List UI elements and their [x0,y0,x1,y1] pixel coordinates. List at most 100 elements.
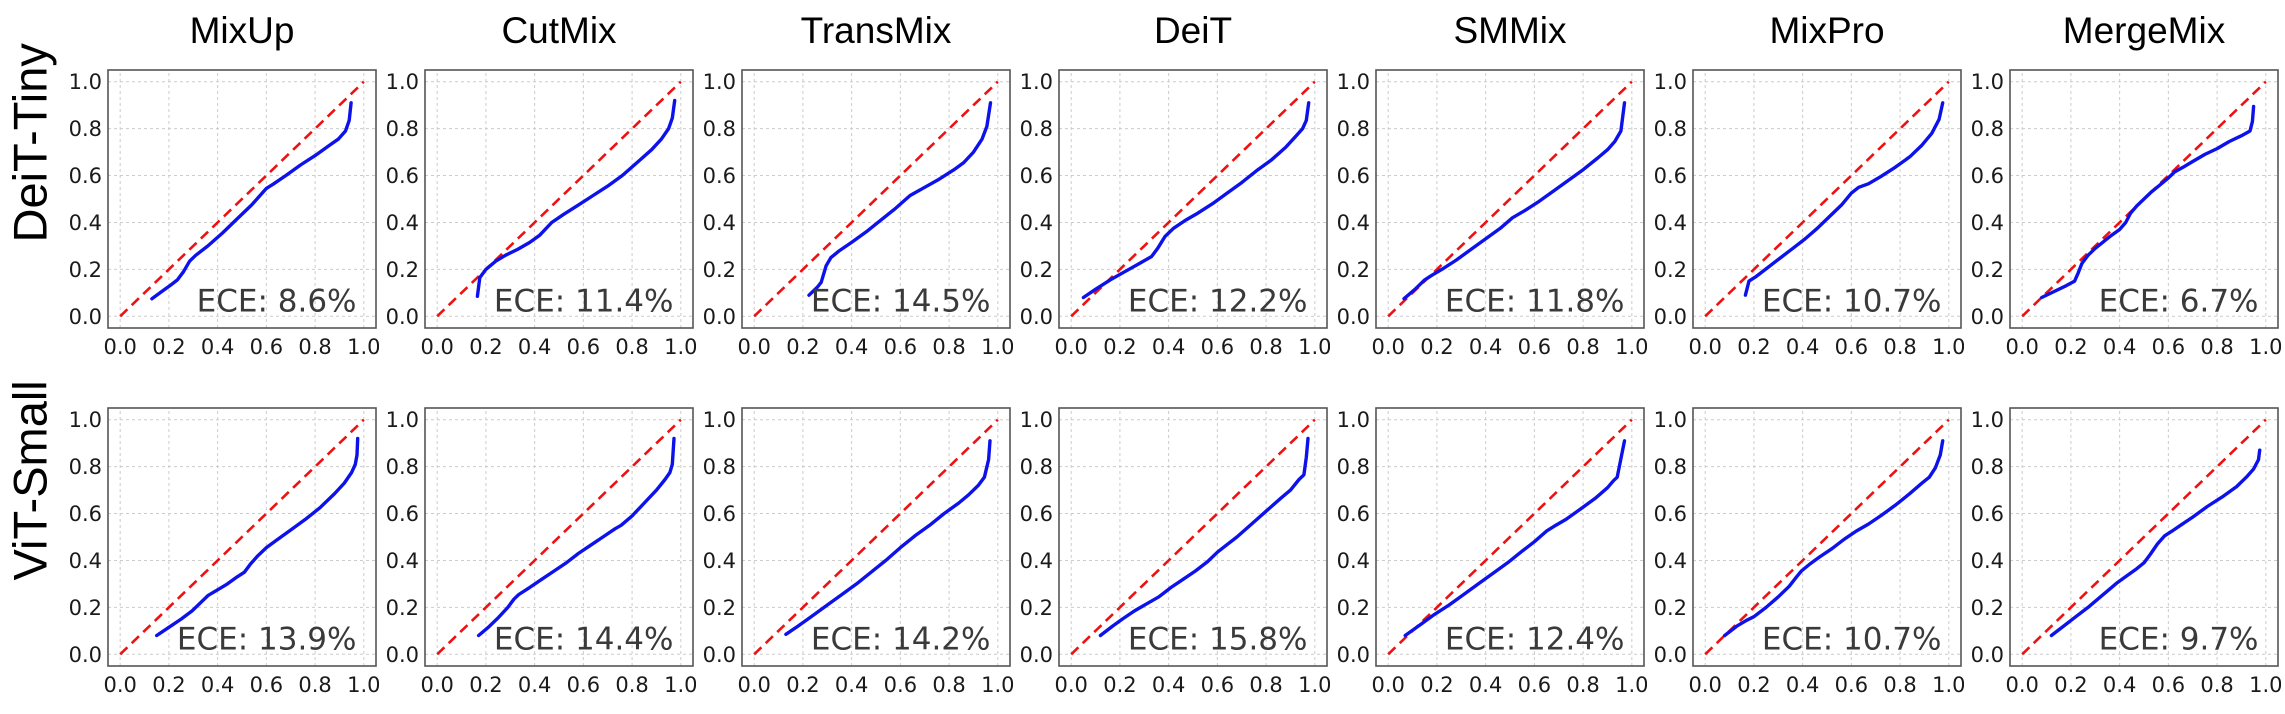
x-tick-label: 1.0 [2249,673,2281,697]
plot-border [741,407,1011,667]
ece-label: ECE: 14.4% [494,622,674,658]
x-tick-label: 0.8 [2200,335,2233,359]
row-label-deit-tiny: DeiT-Tiny [3,43,57,243]
x-tick-label: 0.0 [1688,673,1721,697]
x-tick-label: 0.6 [884,335,917,359]
y-tick-label: 0.8 [1971,455,2004,479]
x-tick-label: 0.6 [567,673,600,697]
y-tick-label: 0.8 [69,117,102,141]
x-tick-label: 0.4 [518,673,551,697]
y-tick-label: 0.4 [386,549,419,573]
y-tick-label: 1.0 [386,70,419,94]
y-tick-label: 0.8 [1020,117,1053,141]
y-tick-label: 1.0 [1971,408,2004,432]
x-tick-label: 0.8 [1566,673,1599,697]
y-tick-label: 0.4 [1337,549,1370,573]
y-tick-label: 0.0 [1971,643,2004,667]
subplot-vit-small-mixpro: ECE: 10.7% 0.0 0.2 0.4 0.6 0.8 1.0 0.0 0.2 0.4 0.6… [1647,400,1964,702]
calibration-curve [1081,101,1311,300]
reliability-diagram: ECE: 12.2% 0.0 0.2 0.4 0.6 0.8 1.0 0.0 0.2 0.4 0.6… [1020,69,1330,359]
y-tick-label: 1.0 [69,70,102,94]
y-tick-label: 0.6 [1971,164,2004,188]
perfect-calibration-line [753,418,999,656]
x-tick-label: 0.2 [152,673,185,697]
y-tick-label: 1.0 [703,408,736,432]
y-tick-label: 0.4 [386,211,419,235]
x-tick-label: 1.0 [1932,673,1964,697]
subplot-deit-tiny-smmix: SMMix ECE: 11.8% 0.0 0.2 0.4 0.6 0.8 1.0 0.0 0.2… [1330,0,1647,364]
x-tick-label: 1.0 [664,335,696,359]
y-tick-label: 1.0 [1971,70,2004,94]
y-tick-label: 0.8 [1654,455,1687,479]
x-tick-label: 0.4 [201,335,234,359]
y-tick-label: 0.6 [1654,164,1687,188]
subplot-deit-tiny-deit: DeiT ECE: 12.2% 0.0 0.2 0.4 0.6 0.8 1.0 0.0 0.2 0… [1013,0,1330,364]
y-tick-label: 0.6 [1337,164,1370,188]
y-tick-label: 1.0 [1020,408,1053,432]
subplot-vit-small-mixup: ECE: 13.9% 0.0 0.2 0.4 0.6 0.8 1.0 0.0 0.2 0.4 0.6… [62,400,379,702]
calibration-curve [1402,101,1627,301]
y-tick-label: 0.0 [69,643,102,667]
subplot-vit-small-cutmix: ECE: 14.4% 0.0 0.2 0.4 0.6 0.8 1.0 0.0 0.2 0.4 0.6… [379,400,696,702]
x-tick-label: 0.8 [2200,673,2233,697]
x-tick-label: 0.0 [1054,335,1087,359]
x-tick-label: 0.6 [2152,673,2185,697]
x-tick-label: 1.0 [981,335,1013,359]
y-tick-label: 1.0 [69,408,102,432]
y-tick-label: 0.6 [1971,502,2004,526]
reliability-diagram: ECE: 10.7% 0.0 0.2 0.4 0.6 0.8 1.0 0.0 0.2 0.4 0.6… [1654,69,1964,359]
x-tick-label: 0.6 [1835,673,1868,697]
x-tick-label: 0.0 [2005,335,2038,359]
x-tick-label: 1.0 [347,673,379,697]
y-tick-label: 0.2 [1337,258,1370,282]
perfect-calibration-line [1387,418,1633,656]
reliability-diagram: ECE: 11.4% 0.0 0.2 0.4 0.6 0.8 1.0 0.0 0.2 0.4 0.6… [386,69,696,359]
y-tick-label: 0.2 [1971,258,2004,282]
x-tick-label: 0.0 [2005,673,2038,697]
calibration-curve [475,98,677,299]
y-tick-label: 0.6 [1020,164,1053,188]
x-tick-label: 0.2 [1737,673,1770,697]
x-tick-label: 0.0 [1371,335,1404,359]
ece-label: ECE: 14.5% [811,284,991,320]
x-tick-label: 0.6 [1201,335,1234,359]
x-tick-label: 0.4 [2103,673,2136,697]
y-tick-label: 0.8 [69,455,102,479]
x-tick-label: 0.4 [201,673,234,697]
y-tick-label: 0.4 [69,211,102,235]
x-tick-label: 0.0 [103,335,136,359]
y-tick-label: 0.8 [1337,117,1370,141]
plot-border [424,69,694,329]
x-tick-label: 0.6 [2152,335,2185,359]
y-tick-label: 0.2 [69,258,102,282]
x-tick-label: 0.6 [250,335,283,359]
y-tick-label: 0.8 [386,455,419,479]
x-tick-label: 0.2 [152,335,185,359]
y-tick-label: 0.4 [1337,211,1370,235]
x-tick-label: 0.2 [786,335,819,359]
y-tick-label: 0.2 [1971,596,2004,620]
x-tick-label: 0.6 [1518,673,1551,697]
perfect-calibration-line [119,418,365,656]
y-tick-label: 0.4 [1654,549,1687,573]
y-tick-label: 0.0 [1654,305,1687,329]
y-tick-label: 0.4 [1020,549,1053,573]
x-tick-label: 0.2 [1420,673,1453,697]
ece-label: ECE: 12.2% [1128,284,1308,320]
subplot-deit-tiny-mergemix: MergeMix ECE: 6.7% 0.0 0.2 0.4 0.6 0.8 1.0 0.0 0… [1964,0,2281,364]
perfect-calibration-line [1704,418,1950,656]
y-tick-label: 0.6 [1654,502,1687,526]
x-tick-label: 1.0 [1298,335,1330,359]
x-tick-label: 0.0 [1371,673,1404,697]
y-tick-label: 1.0 [1337,408,1370,432]
x-tick-label: 1.0 [1615,673,1647,697]
subplot-title: MixPro [1769,10,1885,51]
y-tick-label: 0.6 [1020,502,1053,526]
y-tick-label: 0.2 [1020,258,1053,282]
x-tick-label: 0.8 [1566,335,1599,359]
x-tick-label: 0.8 [932,335,965,359]
perfect-calibration-line [753,80,999,318]
calibration-curve [807,101,993,297]
y-tick-label: 1.0 [1020,70,1053,94]
